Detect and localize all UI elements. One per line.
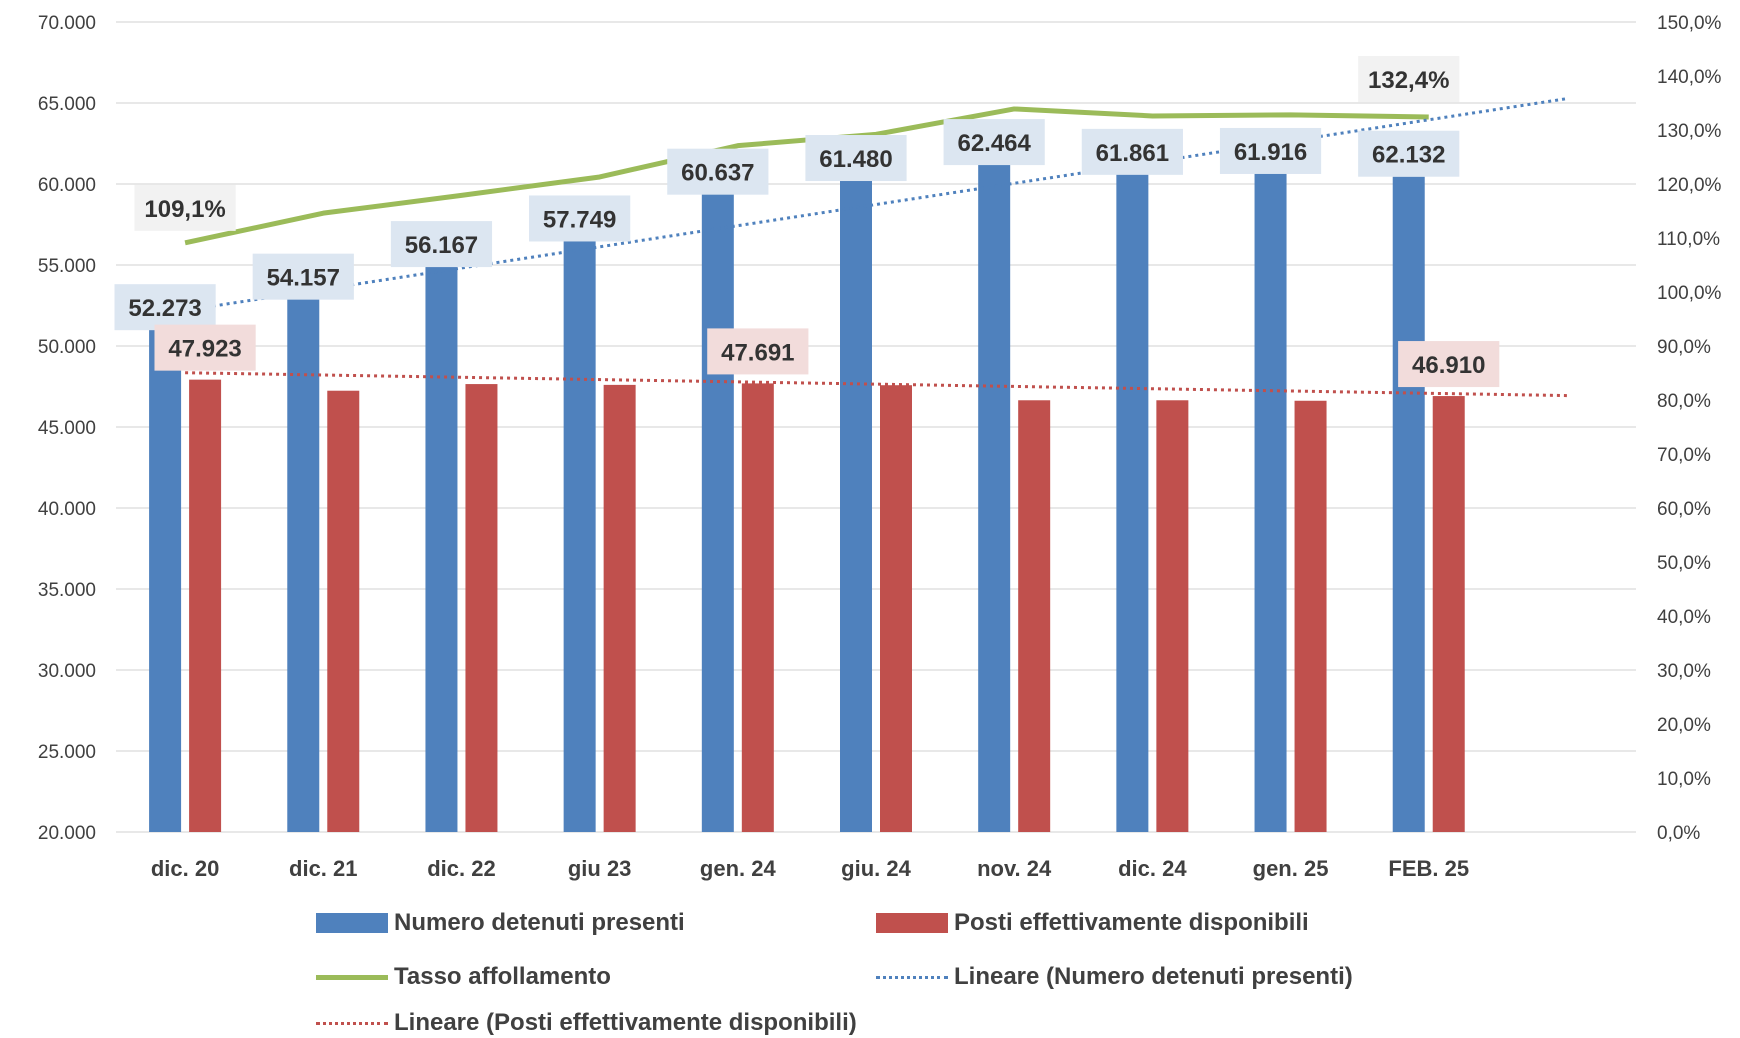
data-label-detenuti-bg [1081, 128, 1183, 175]
data-label-detenuti: 62.132 [1372, 142, 1445, 169]
bar-posti [465, 384, 498, 832]
trendline-posti [185, 371, 1567, 398]
bar-detenuti [1116, 153, 1149, 832]
data-label-detenuti: 56.167 [405, 232, 478, 259]
y-left-tick-label: 35.000 [38, 580, 96, 601]
data-labels: 52.273 54.157 56.167 57.749 60.637 61.480 62.4… [114, 56, 1500, 388]
data-label-detenuti: 61.916 [1234, 139, 1307, 166]
y-left-tick-label: 55.000 [38, 256, 96, 277]
y-left-tick-label: 45.000 [38, 418, 96, 439]
data-label-posti: 46.910 [1412, 352, 1485, 379]
data-label-detenuti: 61.861 [1096, 140, 1169, 167]
y-right-tick-label: 110,0% [1657, 229, 1720, 250]
data-label-detenuti: 52.273 [128, 295, 201, 322]
data-label-tasso: 109,1% [144, 196, 225, 223]
bar-detenuti [840, 160, 872, 833]
category-label: nov. 24 [977, 856, 1052, 881]
bar-posti [741, 383, 774, 832]
bar-detenuti [287, 278, 320, 832]
category-axis: dic. 20 dic. 21 dic. 22 giu 23 gen. 24 giu. 2… [151, 856, 1469, 881]
category-label: gen. 25 [1253, 856, 1329, 881]
data-label-posti-bg [154, 324, 256, 371]
y-left-tick-label: 60.000 [38, 175, 96, 196]
bar-detenuti [149, 309, 182, 833]
y-right-tick-label: 60,0% [1657, 499, 1711, 520]
bar-detenuti [1392, 176, 1425, 832]
data-label-detenuti-bg [1358, 130, 1460, 177]
y-right-tick-label: 50,0% [1657, 553, 1711, 574]
data-label-detenuti: 61.480 [819, 146, 892, 173]
bar-detenuti [701, 173, 734, 832]
y-right-tick-label: 0,0% [1657, 823, 1700, 844]
data-label-posti-bg [707, 328, 809, 375]
data-label-detenuti-bg [1219, 127, 1322, 174]
data-label-tasso: 132,4% [1368, 67, 1449, 94]
y-left-tick-label: 70.000 [38, 13, 96, 34]
bar-detenuti [1254, 152, 1287, 832]
y-left-tick-label: 40.000 [38, 499, 96, 520]
y-right-tick-label: 40,0% [1657, 607, 1711, 628]
category-label: giu 23 [568, 856, 632, 881]
y-left-tick-label: 25.000 [38, 742, 96, 763]
category-label: dic. 24 [1118, 856, 1187, 881]
bar-posti [1018, 400, 1051, 832]
bar-posti [603, 384, 636, 832]
bar-detenuti [563, 220, 596, 833]
data-label-detenuti-bg [529, 195, 631, 242]
bar-posti [880, 385, 912, 832]
bar-detenuti [425, 246, 458, 832]
trendline-detenuti [184, 97, 1568, 312]
data-label-tasso-bg [1358, 56, 1460, 103]
data-label-detenuti-bg [114, 284, 216, 331]
bar-posti [1294, 400, 1327, 832]
y-right-tick-label: 80,0% [1657, 391, 1711, 412]
category-label: dic. 20 [151, 856, 219, 881]
data-label-detenuti-bg [943, 119, 1045, 166]
data-label-tasso-bg [134, 184, 236, 231]
category-label: FEB. 25 [1388, 856, 1469, 881]
data-label-posti-bg [1398, 341, 1500, 388]
y-right-tick-label: 90,0% [1657, 337, 1711, 358]
data-label-detenuti: 62.464 [957, 130, 1031, 157]
gridlines [116, 21, 1636, 833]
bar-posti [1156, 400, 1189, 832]
y-right-tick-label: 30,0% [1657, 661, 1711, 682]
data-label-detenuti: 57.749 [543, 206, 616, 233]
bar-posti [189, 379, 222, 832]
data-label-detenuti-bg [252, 253, 354, 300]
left-axis: 20.000 25.000 30.000 35.000 40.000 45.000 50.0… [38, 13, 96, 844]
data-label-detenuti-bg [667, 148, 769, 195]
y-right-tick-label: 150,0% [1657, 13, 1722, 34]
y-right-tick-label: 10,0% [1657, 769, 1711, 790]
category-label: giu. 24 [841, 856, 911, 881]
y-right-tick-label: 100,0% [1657, 283, 1722, 304]
bar-posti [327, 390, 360, 832]
bars [149, 144, 1465, 833]
y-right-tick-label: 20,0% [1657, 715, 1711, 736]
y-right-tick-label: 130,0% [1657, 121, 1722, 142]
data-label-detenuti-bg [390, 221, 493, 268]
y-right-tick-label: 120,0% [1657, 175, 1722, 196]
y-right-tick-label: 70,0% [1657, 445, 1711, 466]
y-left-tick-label: 65.000 [38, 94, 96, 115]
bar-detenuti [978, 144, 1011, 833]
y-left-tick-label: 50.000 [38, 337, 96, 358]
data-label-posti: 47.923 [168, 336, 241, 363]
right-axis: 0,0% 10,0% 20,0% 30,0% 40,0% 50,0% 60,0% 70,0% 8… [1657, 13, 1722, 844]
y-left-tick-label: 20.000 [38, 823, 96, 844]
category-label: gen. 24 [700, 856, 777, 881]
data-label-detenuti-bg [805, 135, 907, 182]
data-label-detenuti: 60.637 [681, 160, 754, 187]
bar-posti [1432, 396, 1465, 832]
category-label: dic. 22 [427, 856, 495, 881]
y-left-tick-label: 30.000 [38, 661, 96, 682]
y-right-tick-label: 140,0% [1657, 67, 1722, 88]
category-label: dic. 21 [289, 856, 357, 881]
data-label-detenuti: 54.157 [267, 265, 340, 292]
data-label-posti: 47.691 [721, 339, 794, 366]
